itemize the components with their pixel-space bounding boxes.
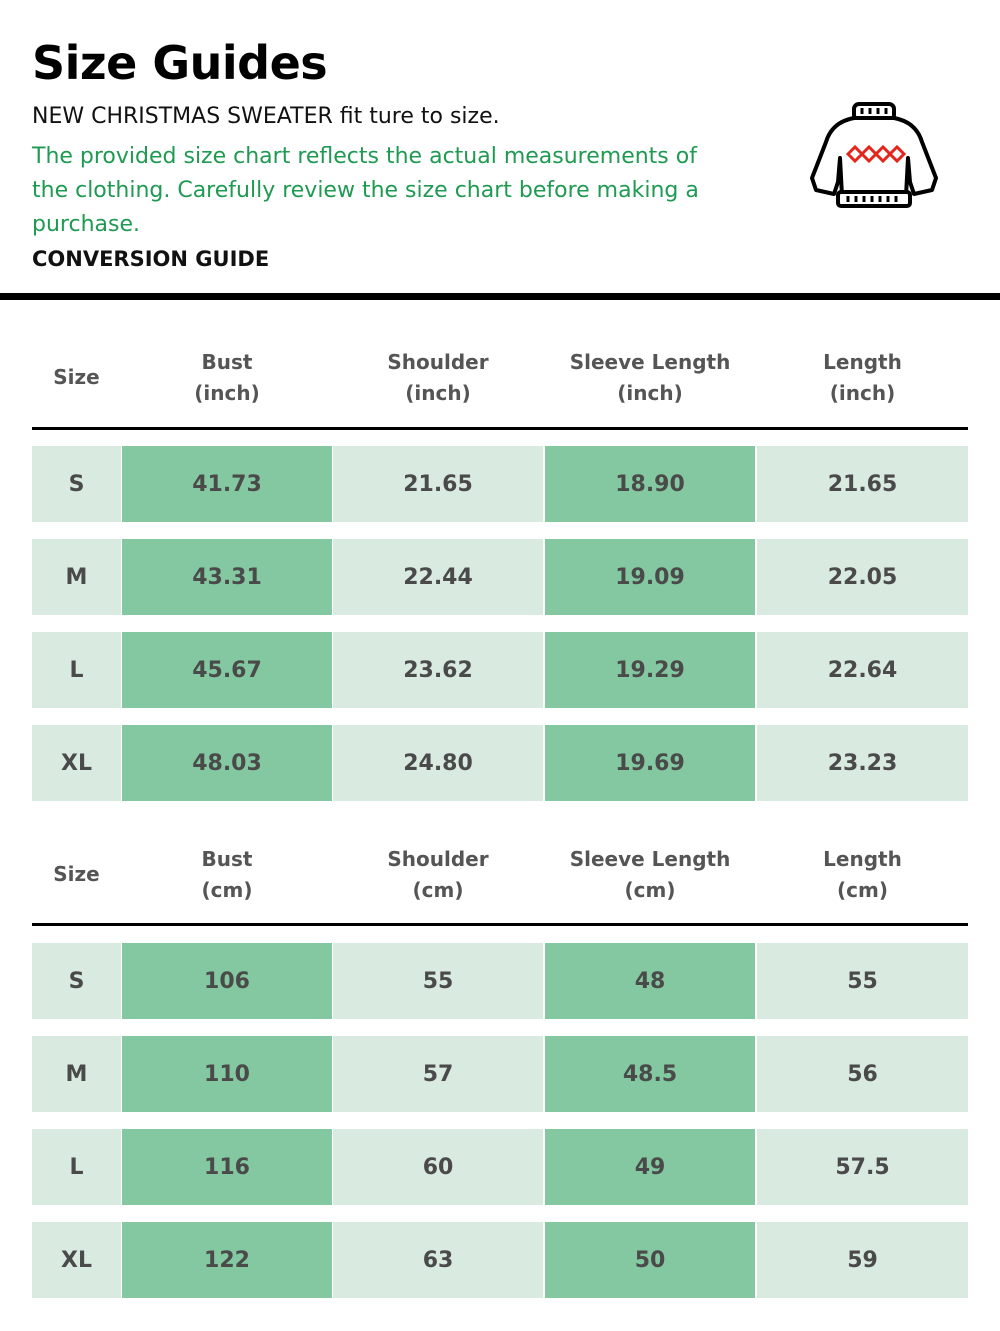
- size-note: The provided size chart reflects the act…: [32, 144, 699, 237]
- measurement-cell: 23.62: [333, 632, 543, 708]
- column-header: Size: [53, 365, 100, 389]
- size-cell: XL: [32, 1222, 121, 1298]
- measurement-cell: 106: [122, 943, 332, 1019]
- column-header: Length (inch): [823, 349, 902, 405]
- measurement-cell: 21.65: [333, 446, 543, 522]
- conversion-guide-label: CONVERSION GUIDE: [32, 247, 270, 271]
- subtitle: NEW CHRISTMAS SWEATER fit ture to size.: [32, 104, 500, 129]
- page-title: Size Guides: [32, 36, 328, 90]
- measurement-cell: 23.23: [757, 725, 968, 801]
- column-header: Sleeve Length (cm): [569, 846, 731, 902]
- measurement-cell: 110: [122, 1036, 332, 1112]
- sweater-icon: [810, 102, 938, 208]
- measurement-cell: 59: [757, 1222, 968, 1298]
- size-cell: L: [32, 632, 121, 708]
- measurement-cell: 18.90: [545, 446, 755, 522]
- measurement-cell: 19.69: [545, 725, 755, 801]
- measurement-cell: 56: [757, 1036, 968, 1112]
- measurement-cell: 63: [333, 1222, 543, 1298]
- measurement-cell: 57.5: [757, 1129, 968, 1205]
- measurement-cell: 50: [545, 1222, 755, 1298]
- column-header: Shoulder (inch): [387, 349, 489, 405]
- measurement-cell: 55: [333, 943, 543, 1019]
- measurement-cell: 22.44: [333, 539, 543, 615]
- column-header: Size: [53, 862, 100, 886]
- column-header: Bust (inch): [194, 349, 260, 405]
- measurement-cell: 21.65: [757, 446, 968, 522]
- column-header: Sleeve Length (inch): [569, 349, 731, 405]
- measurement-cell: 122: [122, 1222, 332, 1298]
- size-cell: M: [32, 539, 121, 615]
- measurement-cell: 48: [545, 943, 755, 1019]
- column-header: Bust (cm): [201, 846, 253, 902]
- size-cell: M: [32, 1036, 121, 1112]
- measurement-cell: 55: [757, 943, 968, 1019]
- measurement-cell: 43.31: [122, 539, 332, 615]
- column-header: Length (cm): [823, 846, 902, 902]
- size-cell: L: [32, 1129, 121, 1205]
- measurement-cell: 60: [333, 1129, 543, 1205]
- measurement-cell: 22.64: [757, 632, 968, 708]
- measurement-cell: 48.5: [545, 1036, 755, 1112]
- header-rule: [32, 427, 968, 430]
- measurement-cell: 41.73: [122, 446, 332, 522]
- measurement-cell: 57: [333, 1036, 543, 1112]
- size-cell: S: [32, 943, 121, 1019]
- measurement-cell: 22.05: [757, 539, 968, 615]
- size-cell: XL: [32, 725, 121, 801]
- size-cell: S: [32, 446, 121, 522]
- measurement-cell: 19.09: [545, 539, 755, 615]
- measurement-cell: 45.67: [122, 632, 332, 708]
- measurement-cell: 116: [122, 1129, 332, 1205]
- divider: [0, 293, 1000, 300]
- header-rule: [32, 923, 968, 926]
- column-header: Shoulder (cm): [387, 846, 489, 902]
- measurement-cell: 49: [545, 1129, 755, 1205]
- measurement-cell: 48.03: [122, 725, 332, 801]
- measurement-cell: 19.29: [545, 632, 755, 708]
- measurement-cell: 24.80: [333, 725, 543, 801]
